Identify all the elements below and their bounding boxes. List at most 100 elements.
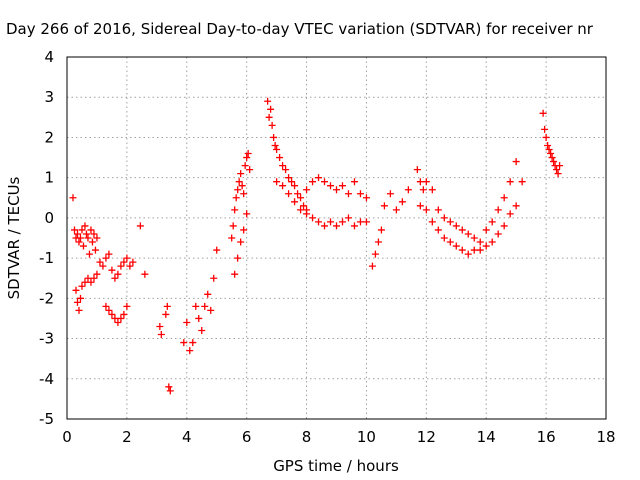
x-tick-label: 18: [596, 428, 615, 446]
chart-title: Day 266 of 2016, Sidereal Day-to-day VTE…: [6, 20, 594, 38]
data-point: [458, 246, 466, 254]
data-point: [81, 278, 89, 286]
data-point: [416, 202, 424, 210]
data-point: [79, 242, 87, 250]
y-tick-label: 1: [44, 169, 54, 187]
data-point: [362, 194, 370, 202]
data-point: [279, 182, 287, 190]
data-point: [180, 339, 188, 347]
x-tick-label: 12: [417, 428, 436, 446]
data-point: [270, 133, 278, 141]
data-point: [356, 218, 364, 226]
data-point: [506, 210, 514, 218]
data-point: [85, 250, 93, 258]
data-point: [542, 133, 550, 141]
data-point: [237, 238, 245, 246]
y-tick-label: 4: [44, 48, 54, 66]
data-point: [356, 190, 364, 198]
data-point: [76, 294, 84, 302]
data-point: [90, 274, 98, 282]
data-point: [482, 226, 490, 234]
data-point: [73, 230, 81, 238]
data-point: [377, 226, 385, 234]
data-point: [267, 105, 275, 113]
data-point: [234, 186, 242, 194]
data-point: [105, 250, 113, 258]
data-point: [102, 254, 110, 262]
data-point: [90, 230, 98, 238]
data-point: [458, 226, 466, 234]
data-point: [123, 302, 131, 310]
data-point: [195, 314, 203, 322]
data-point: [422, 178, 430, 186]
y-tick-label: -2: [39, 289, 54, 307]
data-point: [547, 150, 555, 158]
data-point: [273, 146, 281, 154]
x-tick-label: 4: [182, 428, 192, 446]
data-point: [452, 222, 460, 230]
data-point: [126, 262, 134, 270]
x-tick-label: 14: [477, 428, 496, 446]
data-point: [548, 154, 556, 162]
x-tick-label: 2: [122, 428, 132, 446]
data-point: [545, 146, 553, 154]
data-point: [327, 182, 335, 190]
data-point: [102, 302, 110, 310]
data-point: [422, 206, 430, 214]
data-point: [350, 222, 358, 230]
data-point: [544, 141, 552, 149]
data-point: [452, 242, 460, 250]
data-point: [512, 202, 520, 210]
data-point: [198, 327, 206, 335]
data-point: [84, 274, 92, 282]
data-point: [315, 174, 323, 182]
data-point: [246, 166, 254, 174]
data-point: [243, 154, 251, 162]
data-point: [232, 194, 240, 202]
data-point: [162, 310, 170, 318]
data-point: [464, 250, 472, 258]
data-point: [554, 170, 562, 178]
data-point: [470, 246, 478, 254]
data-point: [105, 306, 113, 314]
data-point: [446, 218, 454, 226]
data-point: [76, 234, 84, 242]
data-point: [392, 206, 400, 214]
data-point: [96, 258, 104, 266]
data-point: [156, 322, 164, 330]
data-point: [374, 238, 382, 246]
data-point: [282, 166, 290, 174]
data-point: [87, 278, 95, 286]
data-point: [338, 218, 346, 226]
data-point: [157, 331, 165, 339]
y-tick-label: 2: [44, 128, 54, 146]
data-point: [265, 113, 273, 121]
data-point: [204, 290, 212, 298]
grid: [67, 57, 606, 419]
data-point: [93, 234, 101, 242]
data-point: [166, 387, 174, 395]
data-point: [165, 383, 173, 391]
data-point: [434, 206, 442, 214]
x-tick-label: 10: [357, 428, 376, 446]
data-point: [70, 226, 78, 234]
data-point: [321, 178, 329, 186]
data-point: [539, 109, 547, 117]
x-tick-label: 6: [242, 428, 252, 446]
data-point: [362, 218, 370, 226]
data-point: [506, 178, 514, 186]
data-point: [350, 178, 358, 186]
data-points: [69, 97, 564, 395]
data-point: [244, 150, 252, 158]
data-point: [108, 266, 116, 274]
data-point: [141, 270, 149, 278]
data-point: [237, 170, 245, 178]
data-point: [386, 190, 394, 198]
data-point: [500, 194, 508, 202]
data-point: [309, 178, 317, 186]
data-point: [288, 178, 296, 186]
data-point: [235, 178, 243, 186]
data-point: [416, 178, 424, 186]
y-tick-label: -4: [39, 370, 54, 388]
data-point: [241, 162, 249, 170]
